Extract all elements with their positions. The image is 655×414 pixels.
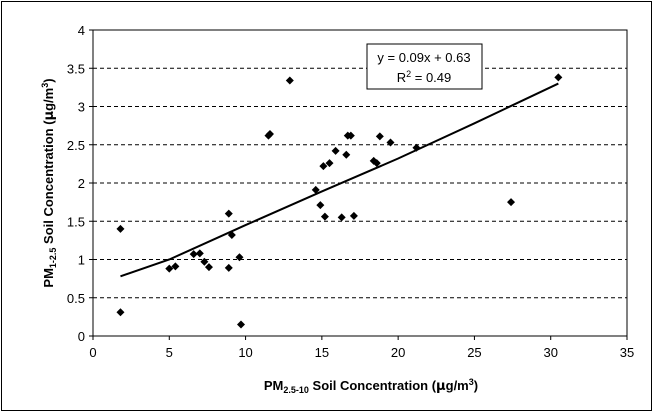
x-axis-title: PM2.5-10 Soil Concentration (μg/m3) xyxy=(264,377,478,395)
y-tick-label: 0 xyxy=(78,329,85,344)
data-point xyxy=(337,213,346,222)
data-point xyxy=(342,150,351,159)
x-tick-label: 5 xyxy=(166,345,173,360)
gridlines xyxy=(93,67,627,299)
data-point xyxy=(265,130,274,139)
data-point xyxy=(320,212,329,221)
data-point xyxy=(171,262,180,271)
x-axis-ticks: 0 5 10 15 20 25 30 35 xyxy=(89,336,634,360)
data-point xyxy=(285,76,294,85)
x-tick-label: 30 xyxy=(543,345,557,360)
r-squared: R2 = 0.49 xyxy=(397,69,452,85)
data-point xyxy=(319,162,328,171)
trendline-equation: y = 0.09x + 0.63 xyxy=(377,50,470,65)
data-point xyxy=(116,224,125,233)
y-tick-label: 1.5 xyxy=(67,214,85,229)
equation-box: y = 0.09x + 0.63 R2 = 0.49 xyxy=(366,43,483,90)
y-axis-title: PM1-2.5 Soil Concentration (μg/m3) xyxy=(40,78,58,287)
x-tick-label: 10 xyxy=(238,345,252,360)
data-point xyxy=(200,257,209,266)
data-point xyxy=(236,320,245,329)
data-point xyxy=(386,138,395,147)
data-point xyxy=(316,201,325,210)
trendline xyxy=(120,82,559,278)
x-tick-label: 15 xyxy=(315,345,329,360)
y-tick-label: 1 xyxy=(78,253,85,268)
data-point xyxy=(375,132,384,141)
data-point xyxy=(204,263,213,272)
data-point xyxy=(189,250,198,259)
y-tick-label: 4 xyxy=(78,23,85,38)
y-axis-ticks: 0 0.5 1 1.5 2 2.5 3 3.5 4 xyxy=(67,23,93,344)
data-point xyxy=(224,209,233,218)
x-tick-label: 20 xyxy=(391,345,405,360)
y-tick-label: 3 xyxy=(78,100,85,115)
y-tick-label: 0.5 xyxy=(67,291,85,306)
data-point xyxy=(554,73,563,82)
x-tick-label: 35 xyxy=(620,345,634,360)
data-points xyxy=(116,73,563,329)
data-point xyxy=(349,211,358,220)
y-tick-label: 3.5 xyxy=(67,61,85,76)
data-point xyxy=(331,146,340,155)
data-point xyxy=(224,263,233,272)
data-point xyxy=(235,253,244,262)
data-point xyxy=(372,159,381,168)
data-point xyxy=(195,249,204,258)
y-tick-label: 2.5 xyxy=(67,138,85,153)
y-tick-label: 2 xyxy=(78,176,85,191)
data-point xyxy=(311,185,320,194)
data-point xyxy=(116,308,125,317)
data-point xyxy=(165,264,174,273)
data-point xyxy=(325,159,334,168)
data-point xyxy=(507,198,516,207)
x-tick-label: 0 xyxy=(89,345,96,360)
x-tick-label: 25 xyxy=(467,345,481,360)
data-point xyxy=(346,131,355,140)
